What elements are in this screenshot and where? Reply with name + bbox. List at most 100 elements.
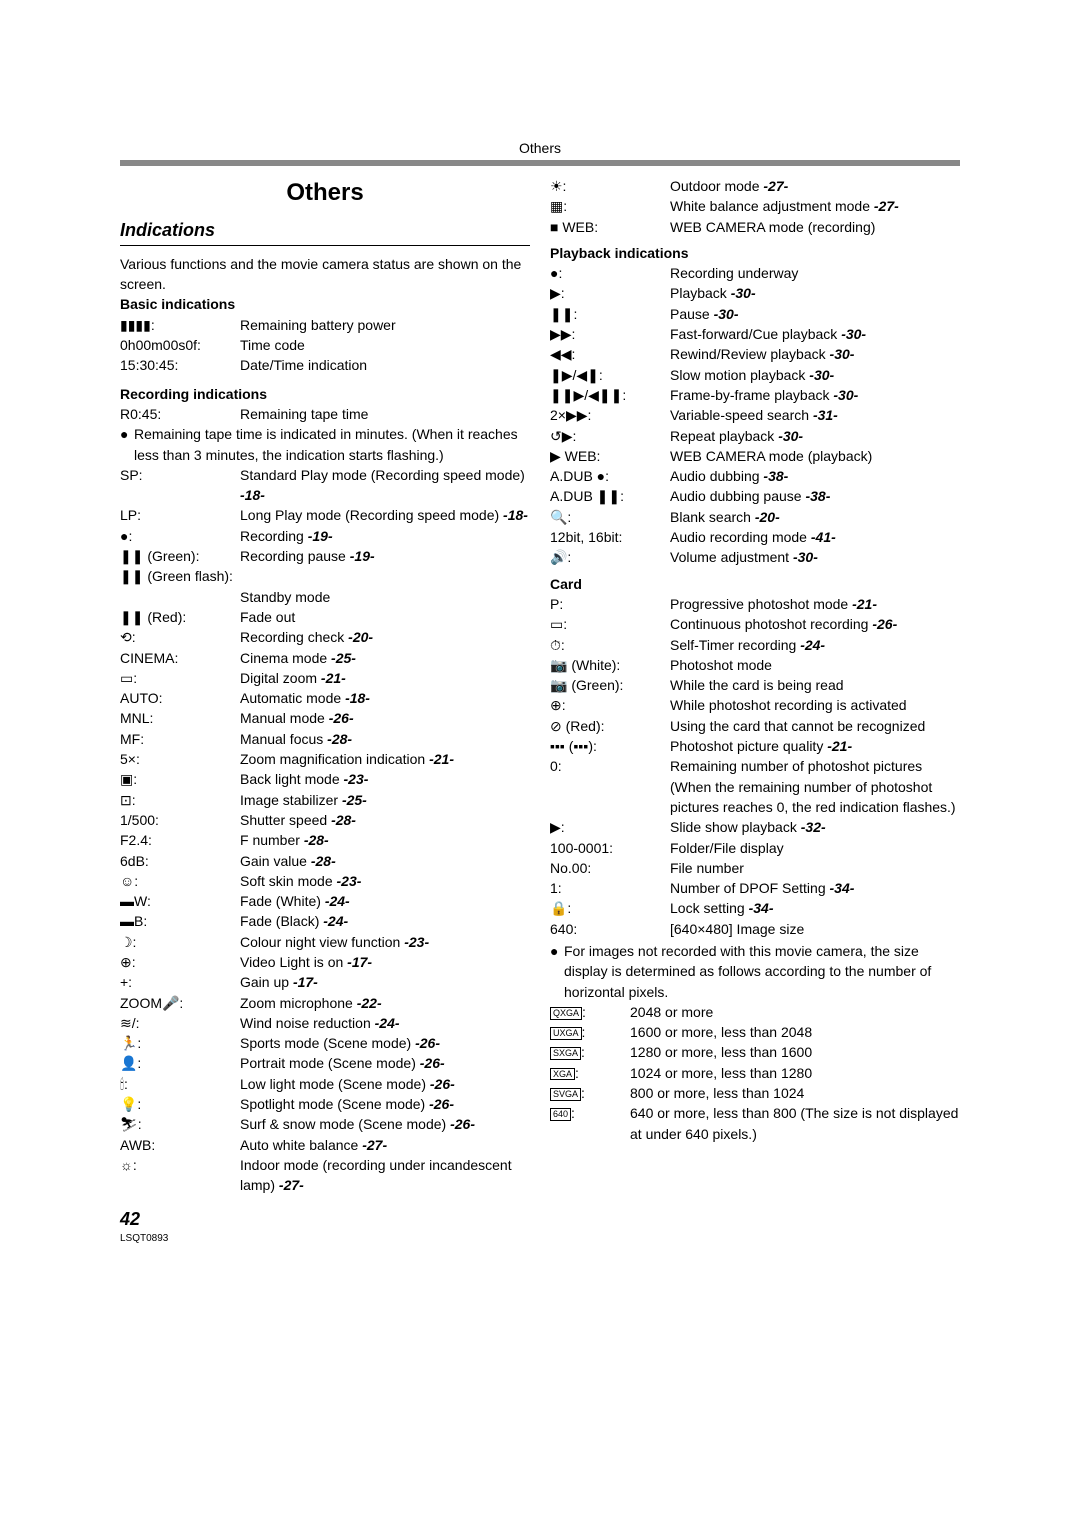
list-item: 🔒:Lock setting -34- xyxy=(550,898,960,918)
item-key: ▦: xyxy=(550,196,670,216)
list-item: ⛷:Surf & snow mode (Scene mode) -26- xyxy=(120,1114,530,1134)
page-ref: -24- xyxy=(323,913,348,929)
item-key: ❚▶/◀❚: xyxy=(550,365,670,385)
page-container: Others Others Indications Various functi… xyxy=(0,0,1080,1286)
item-key: 🔍: xyxy=(550,507,670,527)
item-key: ⊡: xyxy=(120,790,240,810)
note-text: For images not recorded with this movie … xyxy=(564,941,960,1002)
page-ref: -23- xyxy=(344,771,369,787)
item-key: 🔊: xyxy=(550,547,670,567)
header-label: Others xyxy=(120,140,960,156)
page-ref: -28- xyxy=(327,731,352,747)
list-item: A.DUB ●:Audio dubbing -38- xyxy=(550,466,960,486)
item-val: Variable-speed search -31- xyxy=(670,405,960,425)
list-item: XGA:1024 or more, less than 1280 xyxy=(550,1063,960,1083)
recording-list-cont: ☀:Outdoor mode -27-▦:White balance adjus… xyxy=(550,176,960,237)
item-key: A.DUB ●: xyxy=(550,466,670,486)
item-val: Blank search -20- xyxy=(670,507,960,527)
page-ref: -27- xyxy=(279,1177,304,1193)
sizes-list: QXGA:2048 or more UXGA:1600 or more, les… xyxy=(550,1002,960,1144)
list-item: 12bit, 16bit:Audio recording mode -41- xyxy=(550,527,960,547)
item-val: Video Light is on -17- xyxy=(240,952,530,972)
item-key: ●: xyxy=(120,526,240,546)
page-ref: -20- xyxy=(348,629,373,645)
item-val: Fast-forward/Cue playback -30- xyxy=(670,324,960,344)
item-key: ☺: xyxy=(120,871,240,891)
item-val: Image stabilizer -25- xyxy=(240,790,530,810)
item-val: Time code xyxy=(240,335,530,355)
item-key: 640: xyxy=(550,919,670,939)
subsection-title: Indications xyxy=(120,217,530,243)
page-ref: -22- xyxy=(357,995,382,1011)
list-item: ❚❚▶/◀❚❚:Frame-by-frame playback -30- xyxy=(550,385,960,405)
page-ref: -30- xyxy=(778,428,803,444)
basic-indications-head: Basic indications xyxy=(120,294,530,314)
page-ref: -18- xyxy=(345,690,370,706)
page-ref: -30- xyxy=(833,387,858,403)
list-item: UXGA:1600 or more, less than 2048 xyxy=(550,1022,960,1042)
item-key: ❚❚: xyxy=(550,304,670,324)
card-list: P:Progressive photoshot mode -21-▭:Conti… xyxy=(550,594,960,939)
item-key: ◀◀: xyxy=(550,344,670,364)
page-ref: -18- xyxy=(240,487,265,503)
item-key: ☼: xyxy=(120,1155,240,1196)
item-key: 5×: xyxy=(120,749,240,769)
item-val: Portrait mode (Scene mode) -26- xyxy=(240,1053,530,1073)
item-val: Remaining tape time xyxy=(240,404,530,424)
item-key: F2.4: xyxy=(120,830,240,850)
page-ref: -41- xyxy=(811,529,836,545)
item-val: Sports mode (Scene mode) -26- xyxy=(240,1033,530,1053)
list-item: ■ WEB:WEB CAMERA mode (recording) xyxy=(550,217,960,237)
recording-list: SP:Standard Play mode (Recording speed m… xyxy=(120,465,530,1196)
item-key: ❚❚ (Green): xyxy=(120,546,240,566)
page-ref: -30- xyxy=(731,285,756,301)
page-ref: -34- xyxy=(830,880,855,896)
list-item: ▭:Digital zoom -21- xyxy=(120,668,530,688)
list-item: ❚▶/◀❚:Slow motion playback -30- xyxy=(550,365,960,385)
list-item: ▶▶:Fast-forward/Cue playback -30- xyxy=(550,324,960,344)
note-text: Remaining tape time is indicated in minu… xyxy=(134,424,530,465)
item-val: F number -28- xyxy=(240,830,530,850)
item-key: ↺▶: xyxy=(550,426,670,446)
item-key: P: xyxy=(550,594,670,614)
item-val: Outdoor mode -27- xyxy=(670,176,960,196)
item-val: Volume adjustment -30- xyxy=(670,547,960,567)
item-key: ☀: xyxy=(550,176,670,196)
item-val: White balance adjustment mode -27- xyxy=(670,196,960,216)
page-ref: -24- xyxy=(800,637,825,653)
item-val: Indoor mode (recording under incandescen… xyxy=(240,1155,530,1196)
item-key: ▮▮▮▮: xyxy=(120,315,240,335)
page-ref: -30- xyxy=(809,367,834,383)
item-key: 15:30:45: xyxy=(120,355,240,375)
item-key: ▪▪▪ (▪▪▪): xyxy=(550,736,670,756)
item-key: R0:45: xyxy=(120,404,240,424)
page-ref: -27- xyxy=(763,178,788,194)
list-item: ▶ WEB:WEB CAMERA mode (playback) xyxy=(550,446,960,466)
intro-text: Various functions and the movie camera s… xyxy=(120,254,530,295)
list-item: 2×▶▶:Variable-speed search -31- xyxy=(550,405,960,425)
list-item: 🔍:Blank search -20- xyxy=(550,507,960,527)
item-val: 1024 or more, less than 1280 xyxy=(630,1063,960,1083)
item-val: Standby mode xyxy=(240,587,530,607)
list-item: ⊕:While photoshot recording is activated xyxy=(550,695,960,715)
list-item: ⊘ (Red):Using the card that cannot be re… xyxy=(550,716,960,736)
item-val: Wind noise reduction -24- xyxy=(240,1013,530,1033)
list-item: 5×:Zoom magnification indication -21- xyxy=(120,749,530,769)
item-key: ▶: xyxy=(550,817,670,837)
page-ref: -26- xyxy=(430,1076,455,1092)
list-item: ▬B:Fade (Black) -24- xyxy=(120,911,530,931)
list-item: ZOOM🎤:Zoom microphone -22- xyxy=(120,993,530,1013)
item-key: SXGA: xyxy=(550,1042,630,1062)
item-key: ▭: xyxy=(550,614,670,634)
item-key: AUTO: xyxy=(120,688,240,708)
list-item: ▭:Continuous photoshot recording -26- xyxy=(550,614,960,634)
item-val: Fade (White) -24- xyxy=(240,891,530,911)
list-item: MF:Manual focus -28- xyxy=(120,729,530,749)
page-ref: -21- xyxy=(852,596,877,612)
item-val: Cinema mode -25- xyxy=(240,648,530,668)
item-key: ❚❚ (Green flash): xyxy=(120,566,240,586)
item-val: Fade (Black) -24- xyxy=(240,911,530,931)
item-val: File number xyxy=(670,858,960,878)
list-item: AWB:Auto white balance -27- xyxy=(120,1135,530,1155)
list-item: CINEMA:Cinema mode -25- xyxy=(120,648,530,668)
